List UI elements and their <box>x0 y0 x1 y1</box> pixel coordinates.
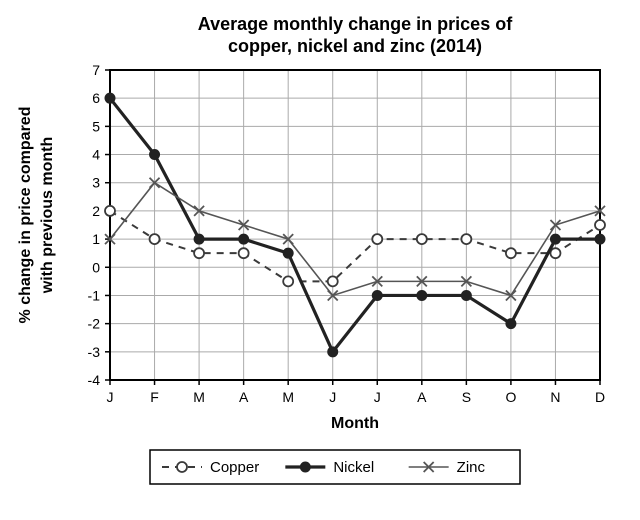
y-tick-label: 4 <box>92 147 100 163</box>
price-change-chart: -4 -3 -2 -1 0 1 2 3 4 5 6 7 J F M A M J J A S O N D Average mont… <box>0 0 640 520</box>
x-tick-label: M <box>193 389 205 405</box>
x-tick-label: O <box>505 389 516 405</box>
legend-label: Nickel <box>333 459 374 476</box>
legend-label: Zinc <box>457 459 486 476</box>
chart-title: Average monthly change in prices of <box>198 14 513 34</box>
y-tick-label: -3 <box>88 344 101 360</box>
y-tick-label: 6 <box>92 90 100 106</box>
x-tick-label: J <box>374 389 381 405</box>
y-axis-label: with previous month <box>39 137 56 294</box>
y-tick-label: 2 <box>92 203 100 219</box>
x-tick-label: S <box>462 389 471 405</box>
y-axis-label: % change in price compared <box>17 107 34 324</box>
x-tick-label: D <box>595 389 605 405</box>
y-tick-label: -2 <box>88 316 101 332</box>
x-tick-label: N <box>550 389 560 405</box>
x-tick-label: F <box>150 389 159 405</box>
y-tick-label: 1 <box>92 231 100 247</box>
x-axis-label: Month <box>331 415 379 432</box>
x-tick-label: J <box>329 389 336 405</box>
y-tick-label: -4 <box>88 372 101 388</box>
x-tick-label: M <box>282 389 294 405</box>
legend-label: Copper <box>210 459 259 476</box>
y-tick-label: 5 <box>92 118 100 134</box>
chart-title: copper, nickel and zinc (2014) <box>228 36 482 56</box>
y-tick-label: 3 <box>92 175 100 191</box>
x-tick-label: A <box>417 389 427 405</box>
x-tick-label: A <box>239 389 249 405</box>
y-tick-label: 7 <box>92 62 100 78</box>
y-tick-label: -1 <box>88 287 101 303</box>
y-tick-label: 0 <box>92 259 100 275</box>
x-tick-label: J <box>107 389 114 405</box>
